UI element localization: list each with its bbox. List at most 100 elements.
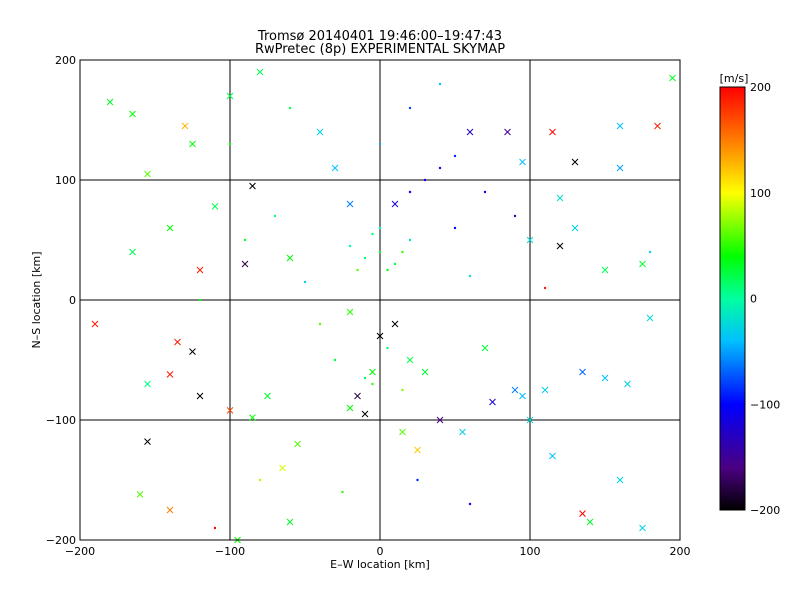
data-point-x-marker [144, 380, 151, 388]
data-point-dot [318, 322, 322, 326]
colorbar-tick-label: 200 [750, 81, 771, 94]
data-point-dot [243, 238, 247, 242]
data-point-x-marker [549, 128, 556, 136]
data-point-dot [198, 298, 202, 302]
data-point-x-marker [616, 122, 624, 130]
y-axis-label: N–S location [km] [30, 251, 43, 348]
data-point-dot [483, 190, 487, 194]
data-point-x-marker [196, 266, 204, 274]
data-point-x-marker [331, 164, 339, 172]
plot-frame [79, 59, 681, 541]
data-point-x-marker [504, 128, 511, 136]
data-point-dot [363, 376, 367, 380]
y-tick-label: 100 [55, 174, 76, 187]
data-point-dot [356, 268, 359, 272]
data-point-x-marker [459, 428, 466, 436]
data-point-x-marker [526, 416, 534, 424]
x-tick-label: 100 [520, 545, 541, 558]
x-tick-label: 0 [377, 545, 384, 558]
data-point-dot [371, 382, 374, 386]
data-point-x-marker [226, 407, 234, 414]
y-tick-label: 200 [55, 54, 76, 67]
data-point-x-marker [414, 446, 421, 454]
y-tick-label: 0 [69, 294, 76, 307]
data-point-dot [378, 250, 382, 254]
data-point-x-marker [466, 128, 474, 136]
x-tick-label: 200 [670, 545, 691, 558]
data-point-x-marker [144, 170, 151, 178]
data-point-x-marker [579, 510, 586, 517]
data-point-x-marker [181, 122, 189, 130]
data-point-x-marker [316, 128, 324, 136]
data-point-dot [371, 232, 374, 236]
data-point-dot [438, 82, 442, 86]
data-point-x-marker [286, 254, 294, 262]
data-point-x-marker [579, 368, 586, 376]
chart-title: Tromsø 20140401 19:46:00–19:47:43 [257, 29, 502, 44]
data-point-x-marker [541, 386, 549, 394]
data-point-x-marker [556, 242, 564, 250]
data-point-dot [228, 142, 232, 146]
data-point-x-marker [436, 416, 444, 424]
data-point-x-marker [601, 266, 609, 274]
data-point-dot [401, 388, 404, 392]
data-point-x-marker [279, 464, 286, 472]
colorbar-tick-label: 100 [750, 187, 771, 200]
data-point-dot [333, 358, 337, 362]
data-point-x-marker [639, 260, 646, 268]
data-point-x-marker [294, 440, 301, 448]
data-point-x-marker [616, 476, 624, 484]
data-point-dot [273, 214, 277, 218]
data-point-dot [393, 262, 397, 266]
data-point-x-marker [136, 491, 144, 498]
data-point-x-marker [421, 368, 429, 376]
data-point-x-marker [286, 518, 294, 526]
data-point-dot [386, 346, 389, 350]
data-point-x-marker [624, 380, 631, 388]
data-point-x-marker [646, 314, 654, 322]
data-point-x-marker [669, 74, 676, 82]
data-point-x-marker [361, 410, 369, 418]
data-point-dot [408, 106, 412, 110]
data-point-dot [288, 106, 292, 110]
data-point-x-marker [346, 404, 354, 412]
data-point-x-marker [196, 392, 204, 400]
data-point-dot [438, 166, 442, 170]
y-tick-label: −100 [46, 414, 76, 427]
colorbar-tick-label: −200 [750, 504, 780, 517]
colorbar-label: [m/s] [720, 72, 749, 85]
data-point-x-marker [166, 506, 174, 514]
data-point-x-marker [129, 248, 136, 256]
data-point-x-marker [586, 518, 594, 526]
data-point-dot [423, 178, 427, 182]
data-point-dot [543, 286, 547, 290]
data-point-dot [341, 490, 344, 494]
data-point-x-marker [346, 308, 354, 316]
data-point-x-marker [91, 320, 99, 328]
data-point-dot [453, 226, 457, 230]
data-point-x-marker [391, 200, 399, 208]
data-point-dot [408, 238, 412, 242]
y-tick-labels: −200 −100 0 100 200 [46, 54, 76, 547]
data-point-x-marker [249, 414, 256, 421]
y-tick-label: −200 [46, 534, 76, 547]
data-point-dot [401, 250, 404, 254]
data-point-x-marker [241, 260, 249, 268]
x-tick-labels: −200 −100 0 100 200 [65, 545, 691, 558]
data-point-x-marker [549, 452, 556, 460]
data-point-x-marker [166, 224, 174, 232]
data-point-dot [378, 142, 382, 146]
data-point-x-marker [616, 164, 624, 172]
data-points [91, 68, 676, 544]
data-point-x-marker [129, 110, 136, 118]
grid [79, 59, 681, 541]
data-point-x-marker [406, 356, 414, 364]
data-point-x-marker [654, 122, 661, 130]
data-point-dot [213, 526, 217, 530]
data-point-x-marker [264, 392, 271, 400]
data-point-x-marker [226, 92, 234, 100]
data-point-x-marker [376, 332, 384, 340]
x-tick-label: −100 [215, 545, 245, 558]
colorbar-tick-label: 0 [750, 293, 757, 306]
